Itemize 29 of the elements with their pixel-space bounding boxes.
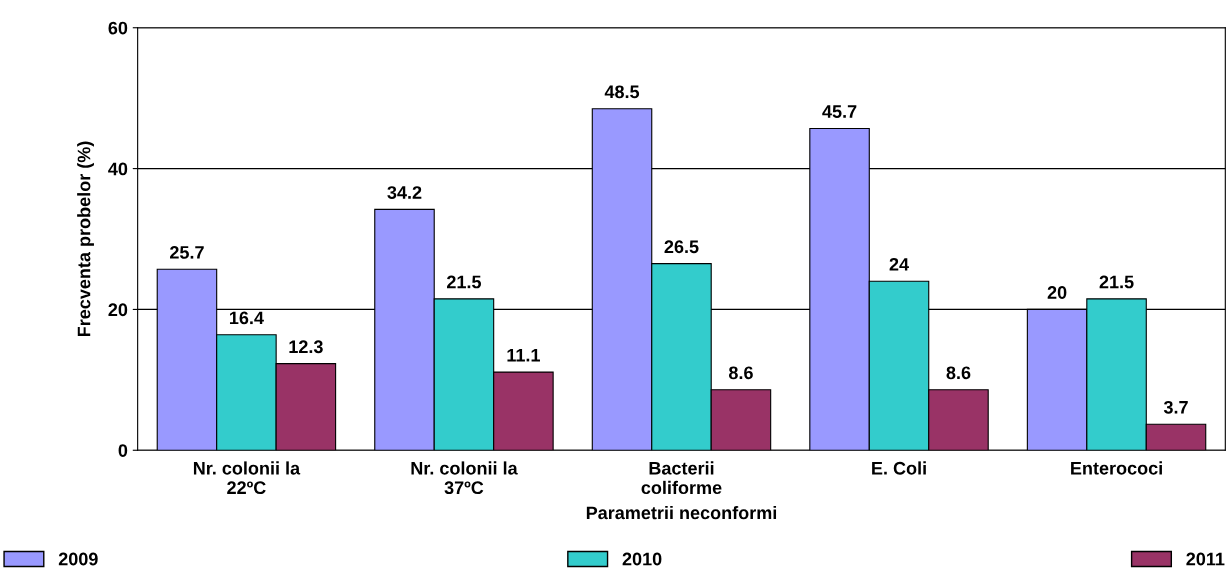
data-label: 45.7 — [822, 105, 857, 118]
x-tick-label: E. Coli — [872, 461, 926, 475]
y-tick-label: 40 — [108, 162, 128, 176]
legend-label: 2009 — [58, 552, 98, 566]
y-axis-title: Frecventa probelor (%) — [77, 141, 94, 337]
data-label: 21.5 — [447, 275, 482, 289]
y-tick-label: 60 — [108, 21, 128, 35]
data-label: 26.5 — [664, 240, 699, 254]
legend-label: 2011 — [1186, 552, 1225, 566]
x-axis-title: Parametrii neconformi — [586, 505, 777, 520]
x-tick-label: Nr. colonii la 37ºC — [411, 461, 518, 495]
x-tick-label: Enterococi — [1071, 461, 1162, 475]
y-tick-label: 0 — [118, 444, 128, 457]
data-label: 34.2 — [387, 186, 422, 199]
data-label: 48.5 — [604, 85, 640, 99]
data-label: 24 — [889, 257, 909, 271]
x-tick-label: Bacterii coliforme — [641, 461, 722, 495]
data-label: 11.1 — [507, 348, 540, 362]
y-tick-label: 20 — [108, 303, 128, 317]
data-label: 12.3 — [289, 340, 323, 354]
data-label: 20 — [1047, 286, 1067, 299]
x-tick-label: Nr. colonii la 22ºC — [193, 461, 301, 495]
data-label: 25.7 — [170, 245, 204, 259]
data-label: 8.6 — [728, 366, 753, 380]
legend-label: 2010 — [622, 552, 662, 566]
data-label: 21.5 — [1099, 275, 1134, 289]
data-label: 16.4 — [229, 311, 264, 325]
data-label: 8.6 — [946, 366, 971, 380]
data-label: 3.7 — [1163, 400, 1188, 414]
